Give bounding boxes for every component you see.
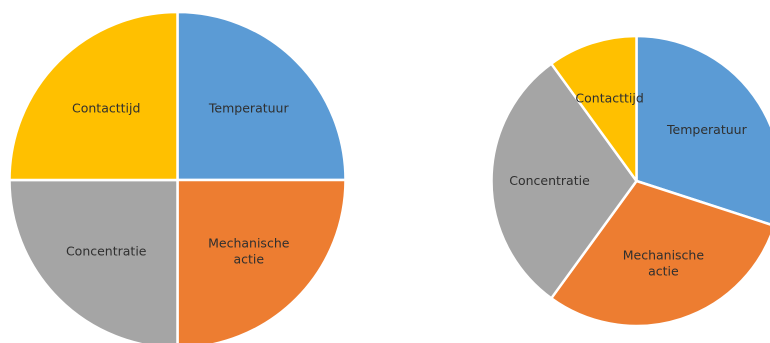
- pie-slice-label-line: Temperatuur: [208, 101, 290, 116]
- pie-slice-label-line: actie: [648, 264, 679, 279]
- pie-slice-label-line: Temperatuur: [666, 122, 748, 137]
- pie-slice-contacttijd: [8, 10, 179, 182]
- pie-slice-label: Mechanische actie: [208, 235, 290, 266]
- pie-slice-label: Temperatuur: [208, 101, 290, 116]
- pie-slice-concentratie: [8, 178, 179, 343]
- pie-slice-mechanische-actie: [176, 178, 347, 343]
- pie-chart-right: Temperatuur Mechanische actie Concentratie C…: [490, 34, 770, 328]
- pie-slice-label: Contacttijd: [575, 90, 643, 105]
- pie-slice-label-line: actie: [233, 251, 264, 266]
- pie-slice-contacttijd: [550, 34, 638, 183]
- pie-slice-label: Temperatuur: [666, 122, 748, 137]
- pie-slice-label: Contacttijd: [72, 101, 140, 116]
- pie-slice-label-line: Contacttijd: [575, 90, 643, 105]
- pie-slice-label-line: Mechanische: [208, 235, 290, 250]
- pie-slice-temperatuur: [176, 10, 347, 182]
- pie-slice-label-line: Concentratie: [66, 243, 147, 258]
- pie-slice-concentratie: [490, 62, 638, 300]
- pie-slice-label: Concentratie: [509, 173, 590, 188]
- pie-slice-mechanische-actie: [550, 179, 770, 328]
- pie-slice-label: Concentratie: [66, 243, 147, 258]
- pie-slice-temperatuur: [635, 34, 770, 226]
- pie-chart-left: Temperatuur Mechanische actie Concentratie C…: [8, 10, 347, 343]
- pie-slice-label-line: Mechanische: [623, 248, 705, 263]
- pie-slice-label-line: Concentratie: [509, 173, 590, 188]
- pie-slice-label: Mechanische actie: [623, 248, 705, 279]
- pie-slice-label-line: Contacttijd: [72, 101, 140, 116]
